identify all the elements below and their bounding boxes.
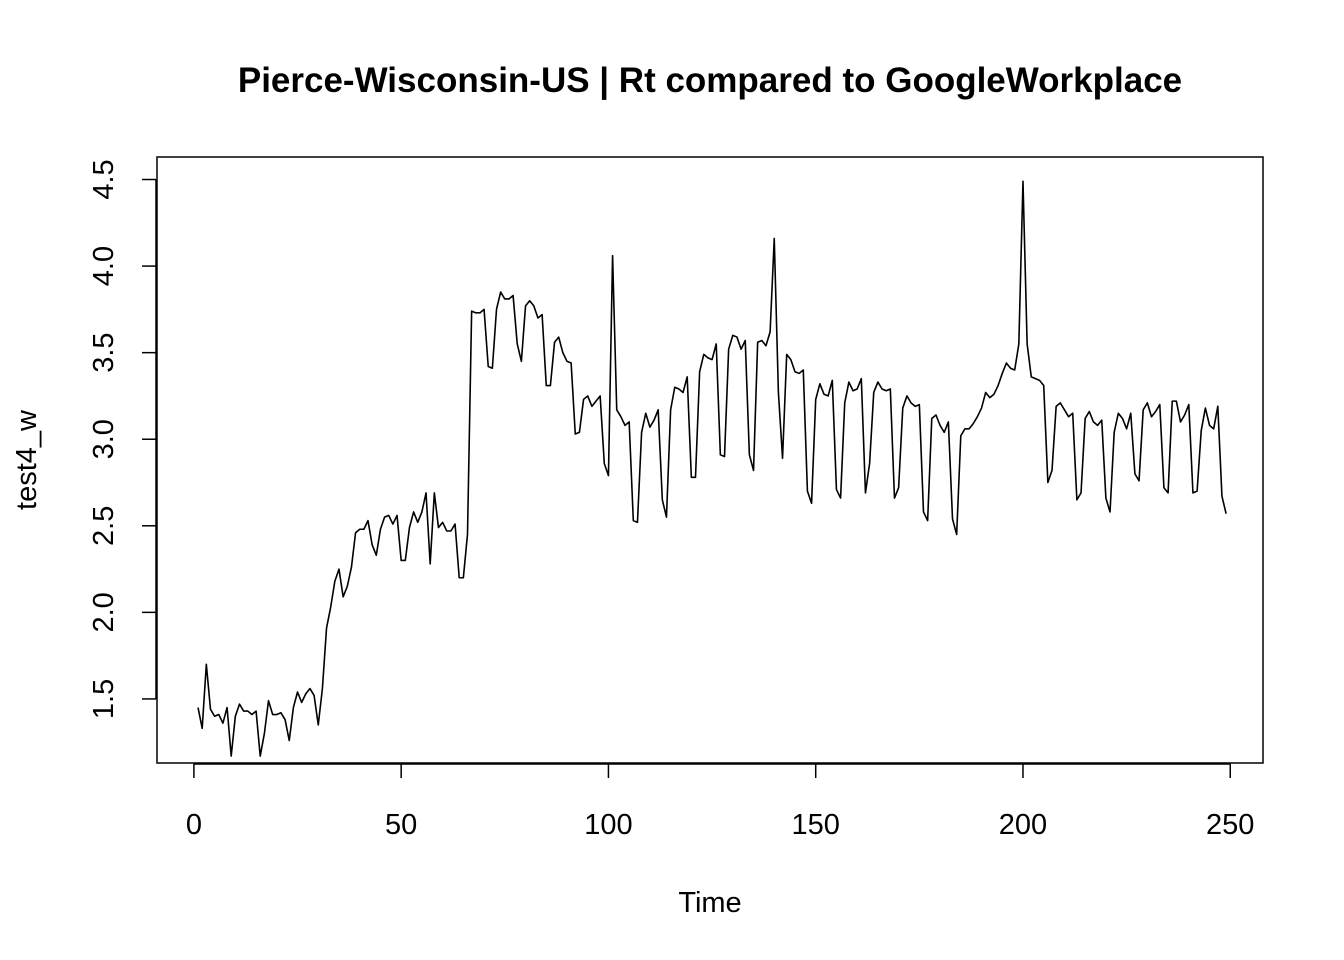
y-tick-label: 3.0 <box>88 419 120 459</box>
x-tick-label: 100 <box>584 809 632 841</box>
y-tick-label: 4.5 <box>88 159 120 199</box>
y-axis: 1.5 2.0 2.5 3.0 3.5 4.0 4.5 <box>88 159 157 719</box>
x-axis-label: Time <box>678 887 741 919</box>
chart-title: Pierce-Wisconsin-US | Rt compared to Goo… <box>238 61 1182 100</box>
series-line-0 <box>197 180 1227 757</box>
series-layer <box>197 180 1227 757</box>
y-tick-label: 1.5 <box>88 679 120 719</box>
plot-box <box>156 156 1264 764</box>
x-tick-label: 200 <box>999 809 1047 841</box>
x-tick-label: 250 <box>1206 809 1254 841</box>
x-tick-label: 50 <box>385 809 417 841</box>
y-tick-label: 2.5 <box>88 506 120 546</box>
y-tick-label: 3.5 <box>88 332 120 372</box>
y-tick-label: 2.0 <box>88 592 120 632</box>
y-axis-label: test4_w <box>11 409 43 510</box>
x-axis: 0 50 100 150 200 250 <box>186 763 1254 841</box>
y-tick-label: 4.0 <box>88 246 120 286</box>
x-tick-label: 0 <box>186 809 202 841</box>
x-tick-label: 150 <box>792 809 840 841</box>
